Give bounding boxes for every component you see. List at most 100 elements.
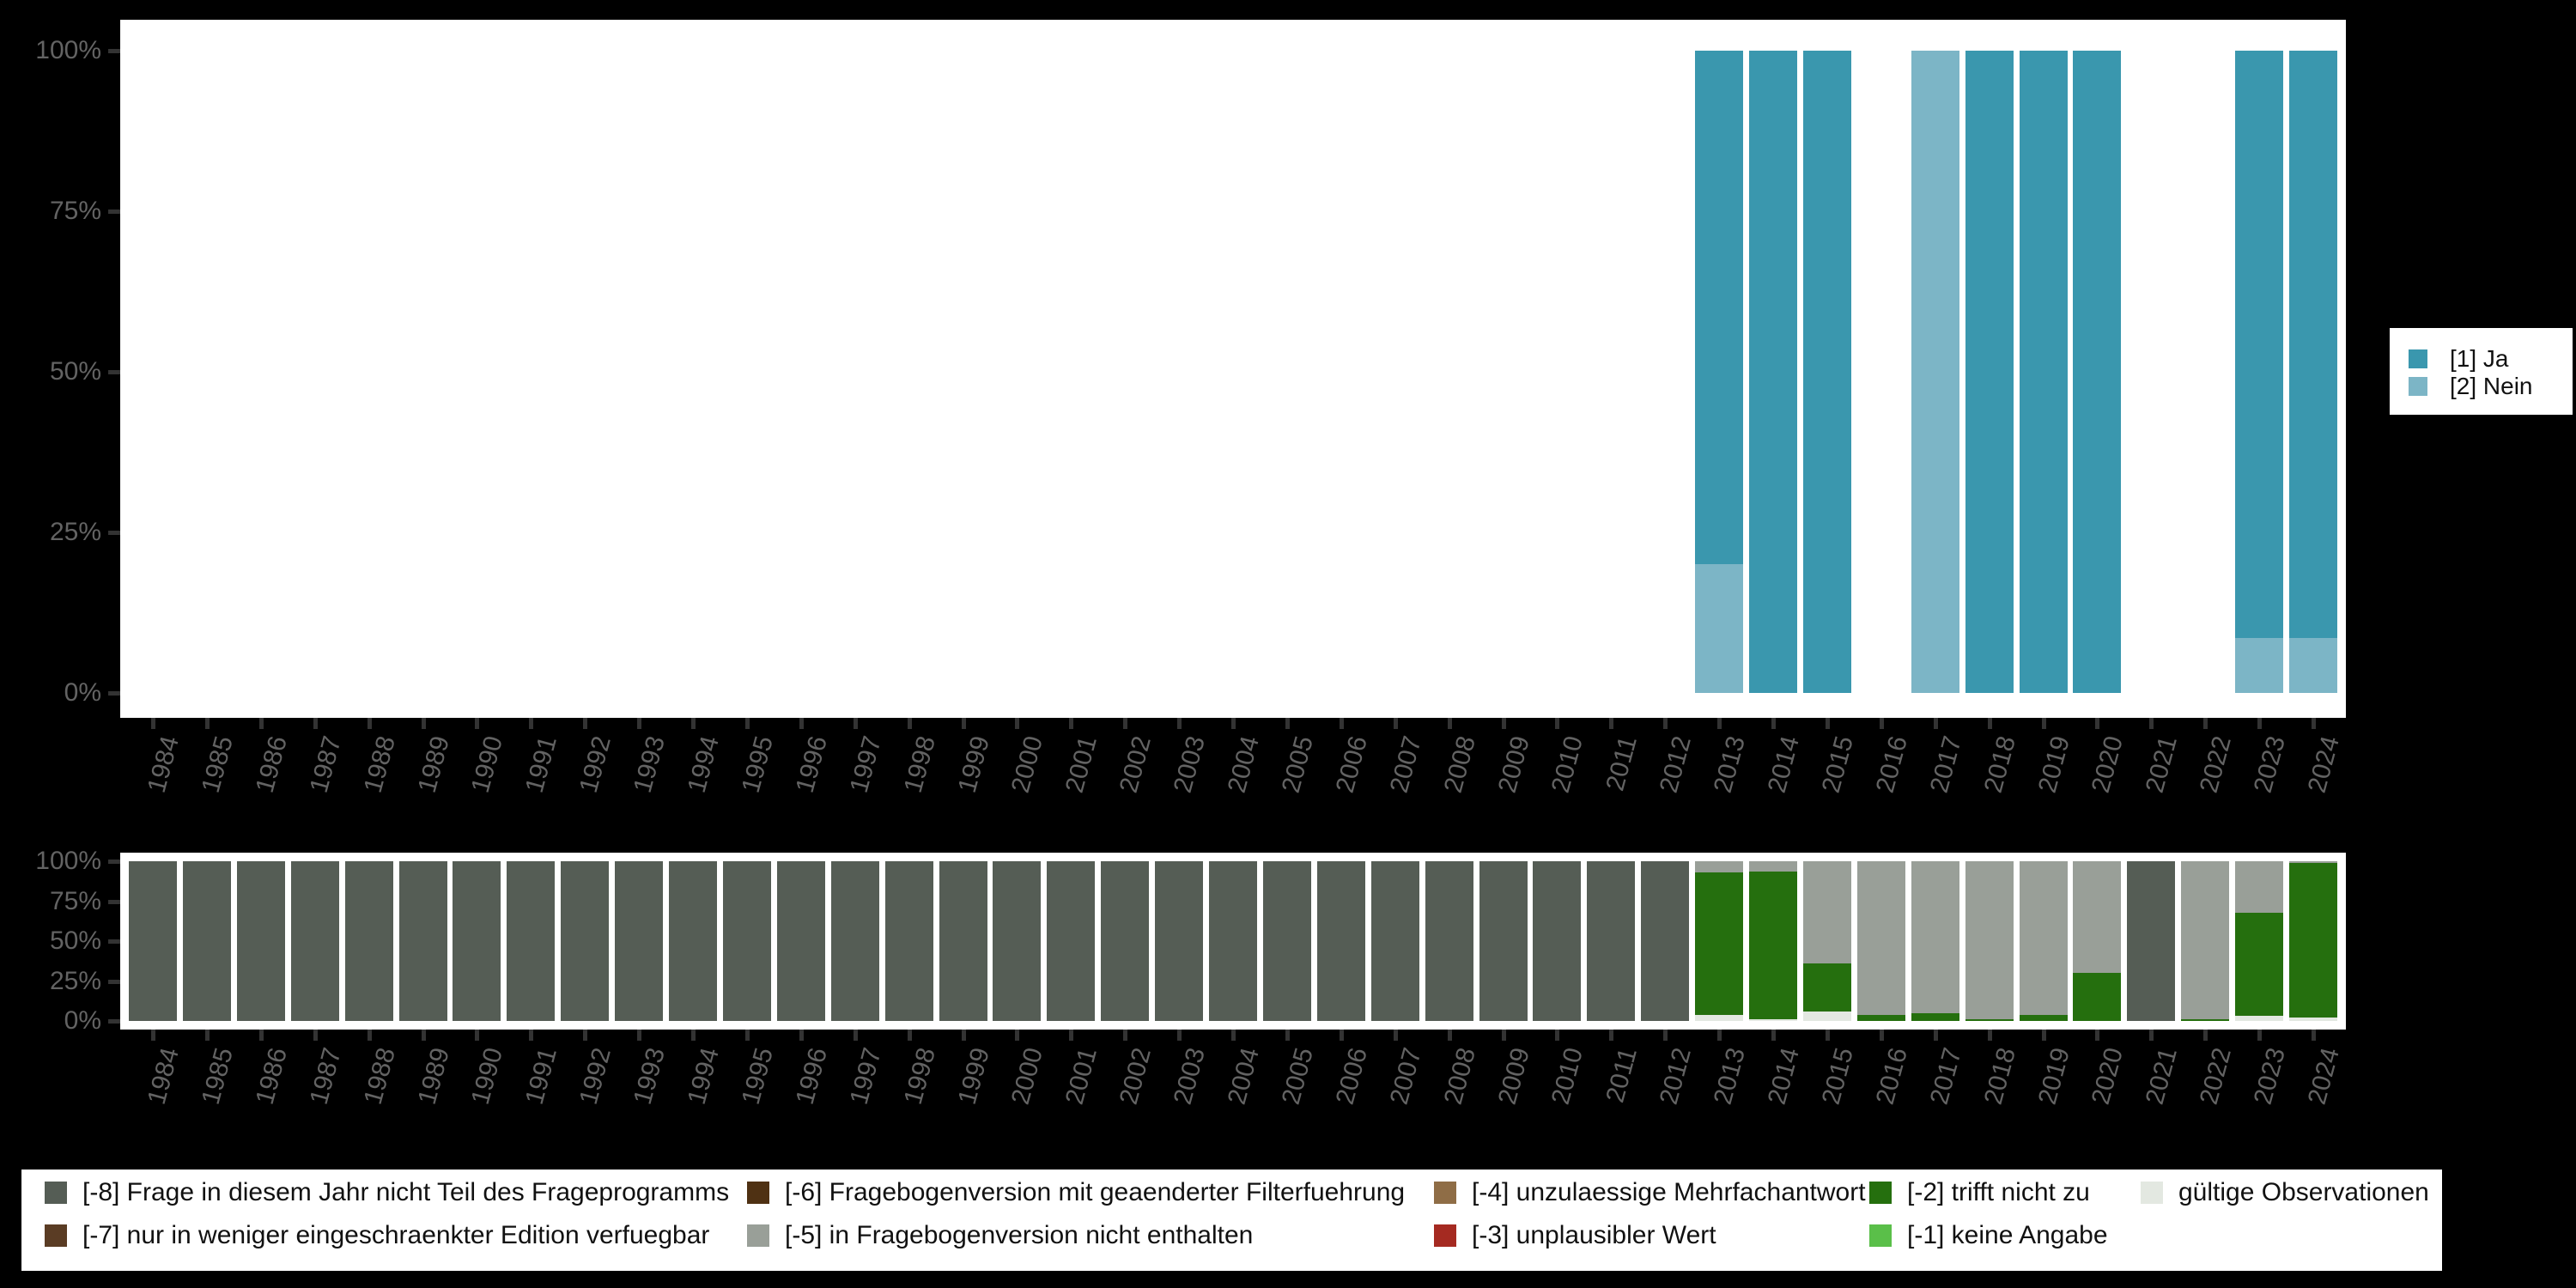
segment-2018-1ja: [1965, 51, 2014, 693]
x-axis-tick: [1339, 718, 1344, 729]
segment-1994--8frageindiesemjahrnichtteildesfrageprogramms: [669, 861, 717, 1021]
segment-2024-2nein: [2289, 638, 2337, 693]
segment-2022--2trifftnichtzu: [2181, 1019, 2230, 1021]
segment-2017-2nein: [1911, 51, 1959, 693]
segment-1999--8frageindiesemjahrnichtteildesfrageprogramms: [939, 861, 987, 1021]
bar-1986: [236, 861, 285, 1021]
x-axis-tick: [1447, 718, 1452, 729]
segment-2010--8frageindiesemjahrnichtteildesfrageprogramms: [1533, 861, 1582, 1021]
bar-2006: [1316, 861, 1365, 1021]
segment-2024--2trifftnichtzu: [2289, 862, 2337, 1018]
x-axis-tick: [475, 1030, 480, 1041]
y-axis-label: 100%: [35, 36, 101, 64]
bar-2004: [1209, 861, 1257, 1021]
legend-label: [-1] keine Angabe: [1907, 1221, 2108, 1249]
y-axis-tick: [108, 49, 120, 53]
x-axis-tick: [1825, 1030, 1830, 1041]
x-axis-tick: [151, 1030, 155, 1041]
x-axis-tick: [258, 718, 264, 729]
bar-2012: [1641, 861, 1690, 1021]
bar-2015: [1802, 51, 1851, 693]
bar-1989: [398, 861, 447, 1021]
legend-item--7nurinwenigereingeschraenktereditionverfuegbar: [-7] nur in weniger eingeschraenkter Edi…: [45, 1218, 709, 1253]
x-axis-tick: [1825, 718, 1830, 729]
legend-swatch: [1869, 1224, 1892, 1247]
missing-codes-legend: [-8] Frage in diesem Jahr nicht Teil des…: [21, 1170, 2442, 1271]
x-axis-tick: [1285, 1030, 1290, 1041]
x-axis-tick: [1987, 1030, 1992, 1041]
legend-item--6fragebogenversionmitgeaenderterfilterfuehrung: [-6] Fragebogenversion mit geaenderter F…: [747, 1176, 1405, 1210]
segment-2006--8frageindiesemjahrnichtteildesfrageprogramms: [1316, 861, 1365, 1021]
x-axis-tick: [1609, 718, 1614, 729]
segment-2019-1ja: [2019, 51, 2068, 693]
bar-2013: [1695, 51, 1744, 693]
x-axis-tick: [1393, 718, 1398, 729]
segment-2001--8frageindiesemjahrnichtteildesfrageprogramms: [1047, 861, 1096, 1021]
legend-item--4unzulaessigemehrfachantwort: [-4] unzulaessige Mehrfachantwort: [1434, 1176, 1866, 1210]
legend-label: [-5] in Fragebogenversion nicht enthalte…: [785, 1221, 1254, 1249]
legend-item-2nein: [2] Nein: [2409, 369, 2533, 404]
x-axis-tick: [1663, 718, 1668, 729]
x-axis-tick: [1339, 1030, 1344, 1041]
legend-swatch: [747, 1224, 769, 1247]
legend-swatch: [2409, 377, 2427, 396]
bar-1984: [129, 861, 177, 1021]
x-axis-tick: [1393, 1030, 1398, 1041]
segment-2023--2trifftnichtzu: [2235, 913, 2284, 1017]
segment-2023--5infragebogenversionnichtenthalten: [2235, 861, 2284, 914]
segment-2019--2trifftnichtzu: [2019, 1014, 2068, 1021]
x-axis-tick: [1015, 718, 1020, 729]
segment-2024-1ja: [2289, 51, 2337, 639]
segment-1992--8frageindiesemjahrnichtteildesfrageprogramms: [561, 861, 610, 1021]
segment-2014-gltigeobservationen: [1749, 1019, 1797, 1021]
x-axis-tick: [2203, 1030, 2208, 1041]
segment-2018--5infragebogenversionnichtenthalten: [1965, 861, 2014, 1020]
segment-2021--8frageindiesemjahrnichtteildesfrageprogramms: [2127, 861, 2176, 1021]
x-axis-tick: [1231, 1030, 1236, 1041]
x-axis-tick: [1879, 1030, 1884, 1041]
segment-2019--5infragebogenversionnichtenthalten: [2019, 861, 2068, 1015]
segment-2011--8frageindiesemjahrnichtteildesfrageprogramms: [1587, 861, 1636, 1021]
x-axis-tick: [799, 1030, 804, 1041]
bar-2003: [1155, 861, 1204, 1021]
segment-2023-1ja: [2235, 51, 2284, 639]
x-axis-tick: [2312, 718, 2316, 729]
segment-2003--8frageindiesemjahrnichtteildesfrageprogramms: [1155, 861, 1204, 1021]
segment-2023-2nein: [2235, 638, 2284, 693]
legend-item--1keineangabe: [-1] keine Angabe: [1869, 1218, 2108, 1253]
legend-swatch: [45, 1224, 67, 1247]
x-axis-tick: [2095, 1030, 2100, 1041]
x-axis-tick: [1717, 1030, 1722, 1041]
x-axis-tick: [744, 718, 750, 729]
bar-1995: [722, 861, 771, 1021]
segment-2015-1ja: [1802, 51, 1851, 693]
bar-1992: [561, 861, 610, 1021]
y-axis-tick: [108, 531, 120, 535]
bar-1985: [182, 861, 231, 1021]
x-axis-tick: [799, 718, 804, 729]
x-axis-tick: [1933, 718, 1938, 729]
bar-1998: [884, 861, 933, 1021]
bar-2005: [1262, 861, 1311, 1021]
bar-2023: [2235, 51, 2284, 693]
bar-2011: [1587, 861, 1636, 1021]
x-axis-tick: [1231, 718, 1236, 729]
bar-2002: [1101, 861, 1150, 1021]
y-axis-label: 25%: [49, 518, 101, 546]
segment-1989--8frageindiesemjahrnichtteildesfrageprogramms: [398, 861, 447, 1021]
segment-1985--8frageindiesemjahrnichtteildesfrageprogramms: [182, 861, 231, 1021]
segment-2024-gltigeobservationen: [2289, 1018, 2337, 1021]
bar-2000: [993, 861, 1042, 1021]
bar-2010: [1533, 861, 1582, 1021]
x-axis-tick: [1501, 718, 1506, 729]
bar-2014: [1749, 51, 1797, 693]
segment-2013-gltigeobservationen: [1695, 1014, 1744, 1021]
y-axis-label: 25%: [49, 966, 101, 995]
segment-2005--8frageindiesemjahrnichtteildesfrageprogramms: [1262, 861, 1311, 1021]
top-chart-panel: [120, 20, 2346, 718]
segment-2024--5infragebogenversionnichtenthalten: [2289, 861, 2337, 863]
bar-2024: [2289, 861, 2337, 1021]
segment-2015-gltigeobservationen: [1802, 1011, 1851, 1021]
bar-2018: [1965, 861, 2014, 1021]
